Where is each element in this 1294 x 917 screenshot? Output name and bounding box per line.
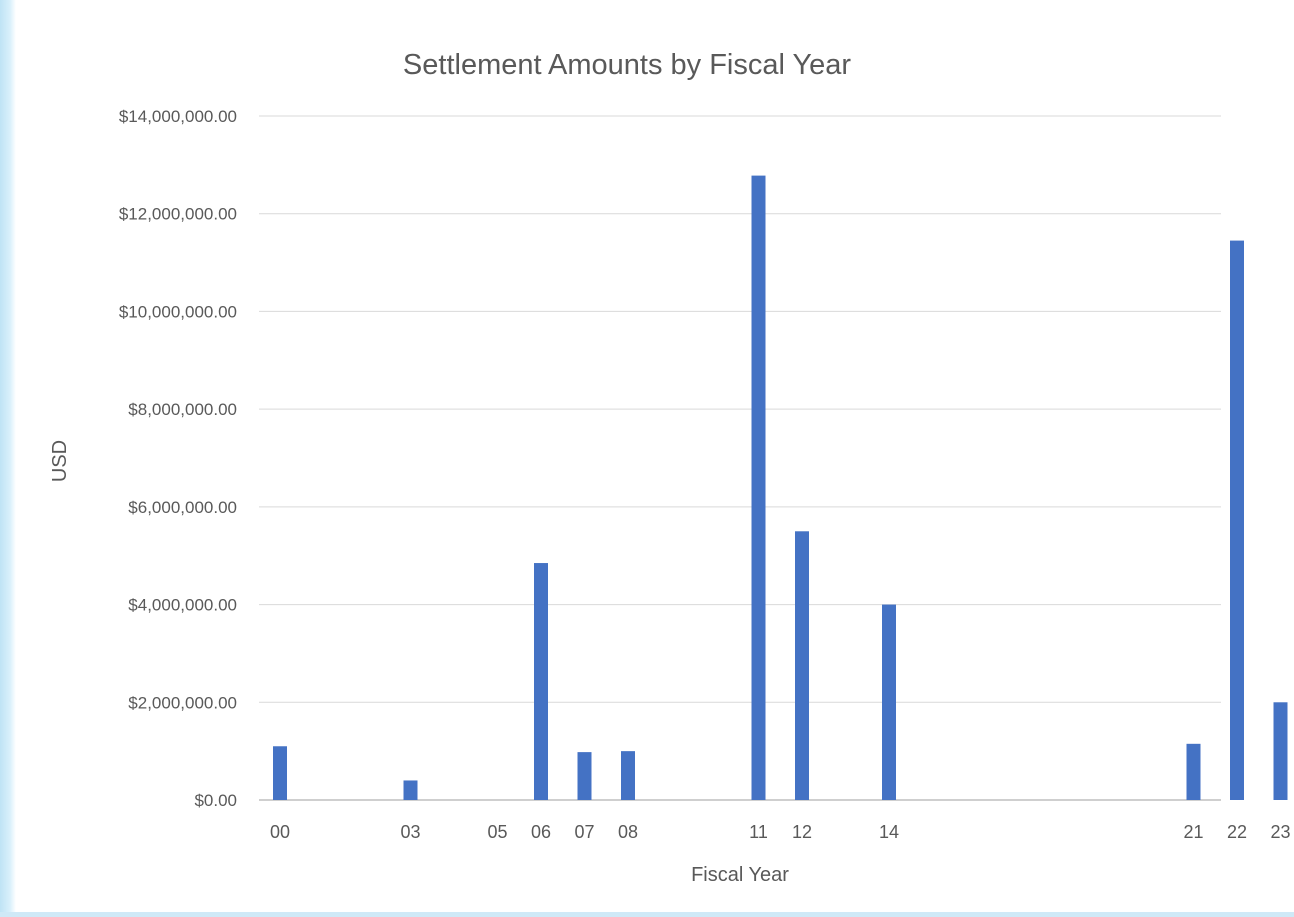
x-tick-label: 21 xyxy=(1183,822,1203,842)
gridlines xyxy=(259,115,1221,801)
bar-00 xyxy=(273,746,287,800)
y-tick-label: $6,000,000.00 xyxy=(128,498,237,517)
x-tick-label: 03 xyxy=(400,822,420,842)
x-tick-label: 14 xyxy=(879,822,899,842)
bar-22 xyxy=(1230,240,1244,801)
x-tick-label: 12 xyxy=(792,822,812,842)
bar-12 xyxy=(795,531,809,800)
bar-08 xyxy=(621,751,635,800)
y-tick-label: $2,000,000.00 xyxy=(128,693,237,712)
x-axis-label: Fiscal Year xyxy=(691,864,789,886)
y-tick-label: $12,000,000.00 xyxy=(119,205,237,224)
x-tick-label: 08 xyxy=(618,822,638,842)
bar-11 xyxy=(751,175,766,800)
y-axis-label: USD xyxy=(49,440,71,482)
x-tick-label: 07 xyxy=(574,822,594,842)
x-tick-label: 23 xyxy=(1270,822,1290,842)
x-axis-tick-labels: 00 03 05 06 07 08 11 12 14 21 22 23 xyxy=(270,822,1291,842)
bar-06 xyxy=(534,563,548,800)
bar-23 xyxy=(1273,702,1288,800)
y-tick-label: $10,000,000.00 xyxy=(119,302,237,321)
bar-14 xyxy=(882,604,896,800)
bars xyxy=(273,175,1288,801)
y-tick-label: $0.00 xyxy=(194,791,237,810)
chart-area: Settlement Amounts by Fiscal Year $0.00 $… xyxy=(16,4,1294,912)
bar-21 xyxy=(1186,743,1201,800)
x-tick-label: 05 xyxy=(487,822,507,842)
y-tick-label: $14,000,000.00 xyxy=(119,107,237,126)
y-axis-tick-labels: $0.00 $2,000,000.00 $4,000,000.00 $6,000,00… xyxy=(119,107,237,810)
x-tick-label: 22 xyxy=(1227,822,1247,842)
bar-03 xyxy=(403,780,418,800)
bar-chart: Settlement Amounts by Fiscal Year $0.00$… xyxy=(49,49,1291,886)
y-tick-label: $4,000,000.00 xyxy=(128,596,237,615)
x-tick-label: 00 xyxy=(270,822,290,842)
chart-title: Settlement Amounts by Fiscal Year xyxy=(403,49,851,81)
x-tick-label: 06 xyxy=(531,822,551,842)
bar-07 xyxy=(577,752,592,800)
x-tick-label: 11 xyxy=(749,822,768,842)
y-tick-label: $8,000,000.00 xyxy=(128,400,237,419)
